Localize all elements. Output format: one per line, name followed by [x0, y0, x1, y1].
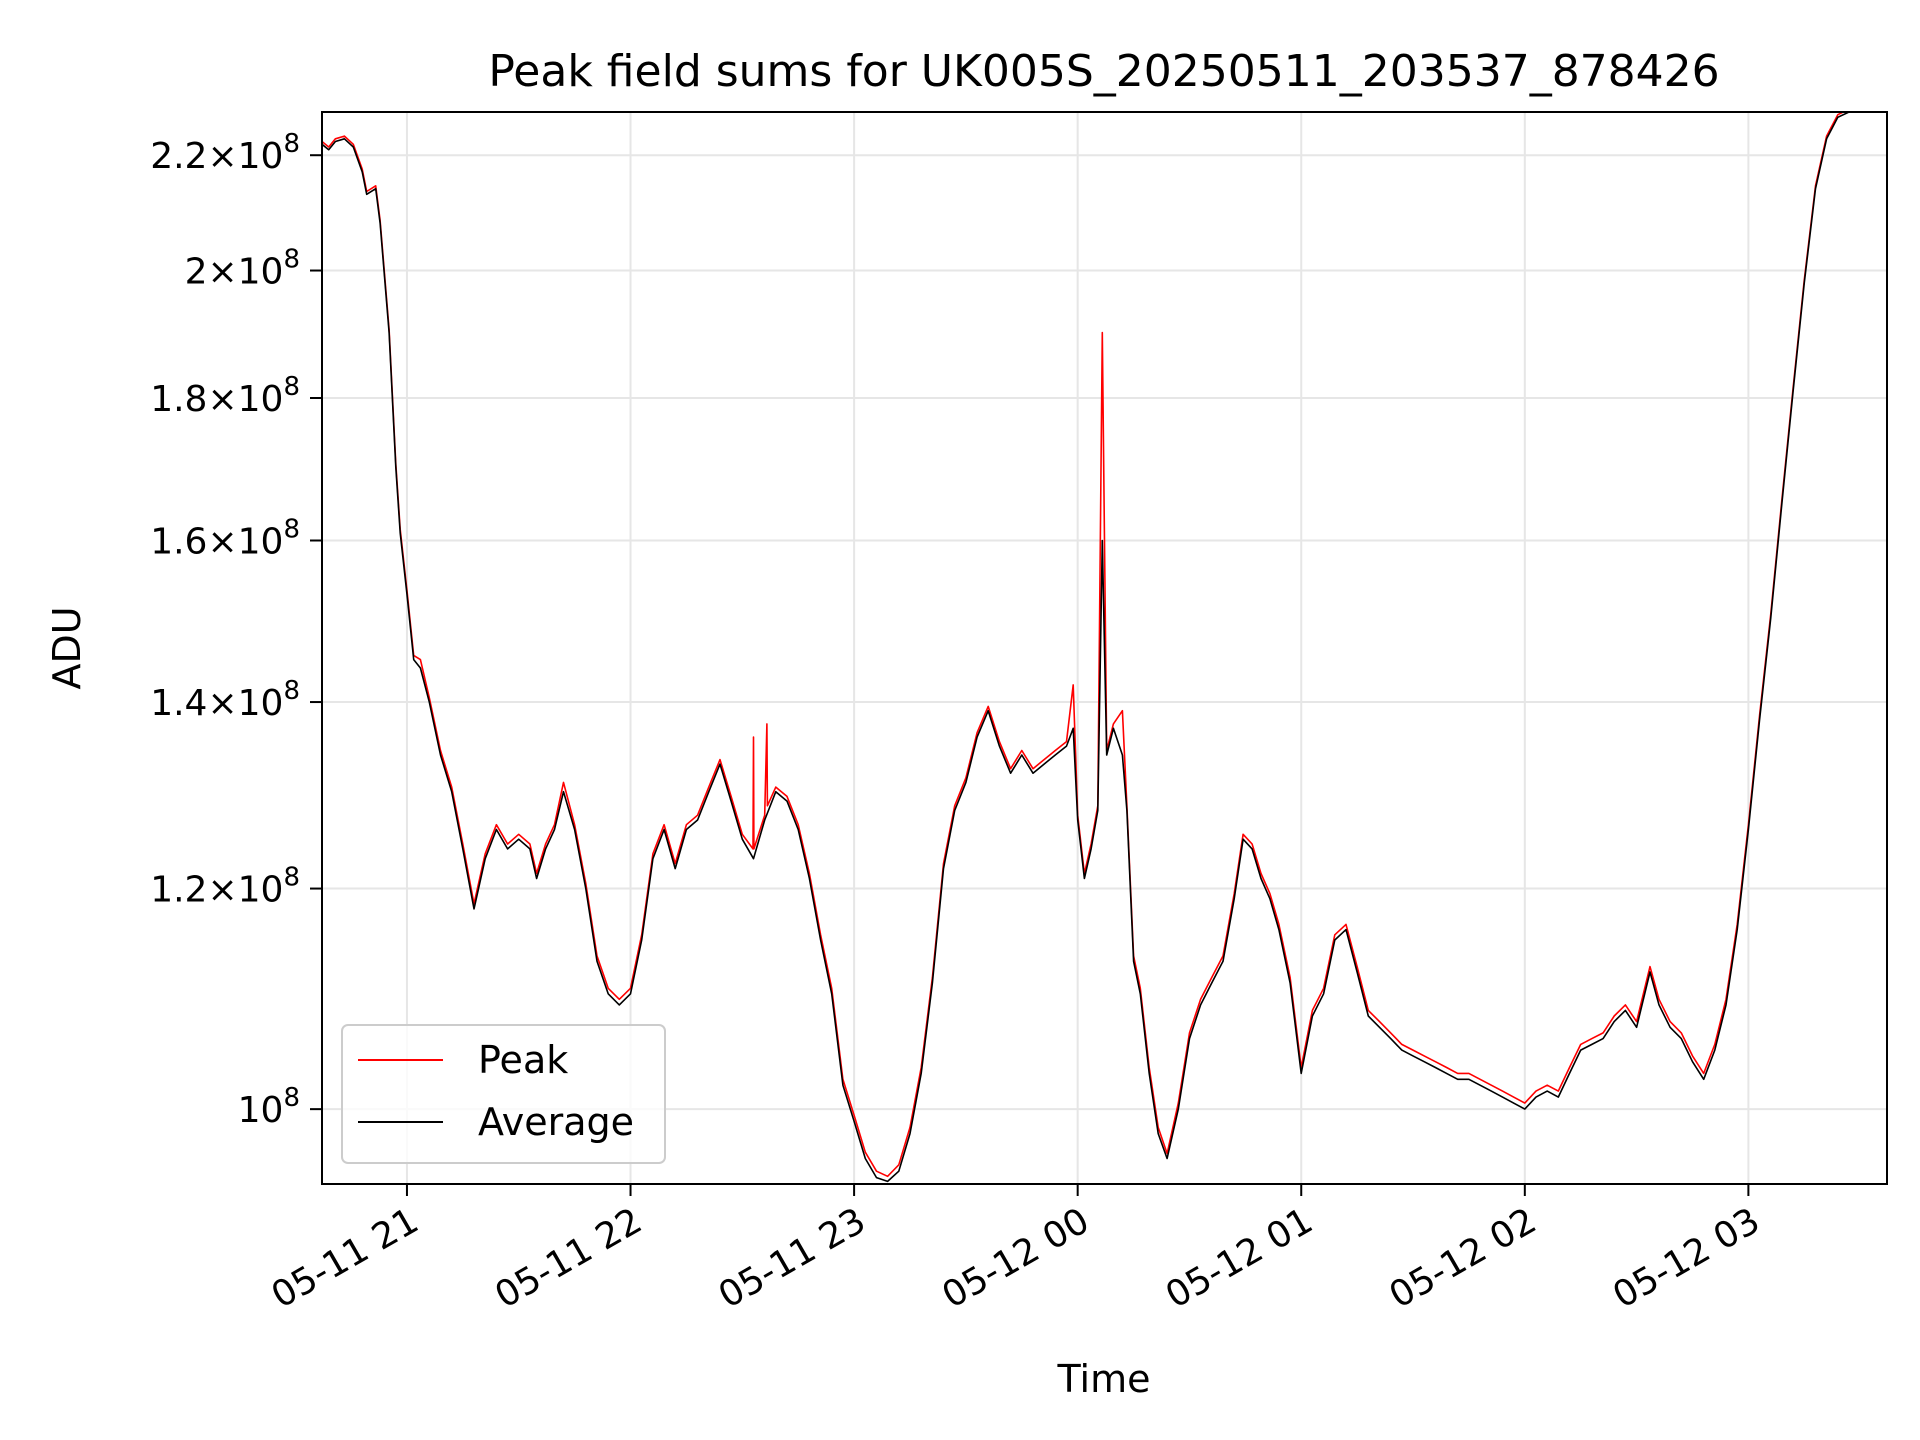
y-tick-times: × — [207, 379, 237, 420]
x-tick-label: 05-12 03 — [1606, 1200, 1767, 1316]
y-tick-times: × — [207, 521, 237, 562]
y-tick-label: 108 — [238, 1083, 300, 1131]
series-line-peak — [322, 112, 1846, 1178]
legend-average-label: Average — [478, 1100, 634, 1144]
y-tick-base: 10 — [238, 1090, 284, 1131]
y-tick-exponent: 8 — [283, 863, 300, 893]
y-tick-times: × — [207, 870, 237, 911]
y-axis-label: ADU — [45, 606, 89, 689]
y-tick-label: 2×108 — [185, 245, 300, 293]
y-tick-label: 2.2×108 — [150, 129, 300, 177]
y-tick-times: × — [207, 252, 237, 293]
y-tick-times: × — [207, 683, 237, 724]
x-tick-label: 05-11 21 — [265, 1200, 426, 1316]
y-tick-label: 1.6×108 — [150, 514, 300, 562]
y-tick-mantissa: 1.6 — [150, 521, 207, 562]
series-line-average — [322, 112, 1854, 1183]
x-tick-label: 05-12 02 — [1383, 1200, 1544, 1316]
x-tick-label: 05-12 00 — [935, 1200, 1096, 1316]
y-tick-exponent: 8 — [283, 514, 300, 544]
y-tick-base: 10 — [238, 870, 284, 911]
y-tick-exponent: 8 — [283, 245, 300, 275]
y-tick-mantissa: 1.8 — [150, 379, 207, 420]
y-tick-base: 10 — [238, 252, 284, 293]
y-tick-label: 1.4×108 — [150, 676, 300, 724]
y-tick-times: × — [207, 136, 237, 177]
y-tick-base: 10 — [238, 521, 284, 562]
y-tick-mantissa: 1.4 — [150, 683, 207, 724]
chart-title: Peak field sums for UK005S_20250511_2035… — [488, 46, 1719, 97]
x-axis-label: Time — [1057, 1357, 1151, 1401]
legend-peak-label: Peak — [478, 1038, 568, 1082]
x-tick-label: 05-12 01 — [1159, 1200, 1320, 1316]
y-tick-label: 1.2×108 — [150, 863, 300, 911]
y-tick-base: 10 — [238, 379, 284, 420]
y-tick-exponent: 8 — [283, 129, 300, 159]
x-tick-label: 05-11 22 — [488, 1200, 649, 1316]
y-tick-exponent: 8 — [283, 1083, 300, 1113]
legend: Peak Average — [341, 1024, 666, 1164]
y-tick-exponent: 8 — [283, 676, 300, 706]
y-tick-mantissa: 2.2 — [150, 136, 207, 177]
grid-layer — [322, 112, 1887, 1184]
y-tick-base: 10 — [238, 136, 284, 177]
y-tick-mantissa: 2 — [185, 252, 208, 293]
y-tick-base: 10 — [238, 683, 284, 724]
x-tick-label: 05-11 23 — [712, 1200, 873, 1316]
y-tick-exponent: 8 — [283, 372, 300, 402]
y-tick-label: 1.8×108 — [150, 372, 300, 420]
y-tick-mantissa: 1.2 — [150, 870, 207, 911]
plot-frame — [321, 111, 1888, 1185]
series-layer — [322, 112, 1854, 1183]
